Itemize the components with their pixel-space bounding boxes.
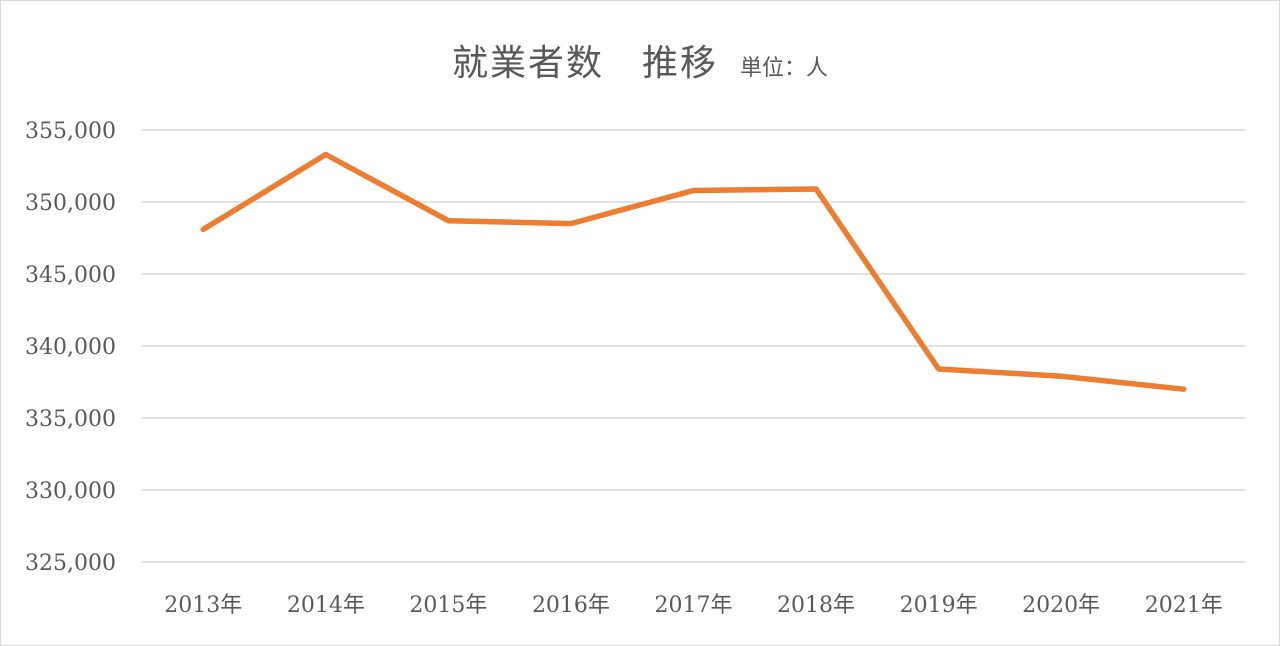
y-tick-label: 325,000 [25,551,116,576]
chart-title: 就業者数 推移 [451,43,718,84]
unit-label: 単位：人 [740,56,829,81]
x-axis-ticks: 2013年 2014年 2015年 2016年 2017年 2018年 2019年 2020年… [164,593,1222,618]
x-tick-label: 2021年 [1145,593,1223,618]
data-point [936,366,942,372]
data-point [568,221,574,227]
x-tick-label: 2020年 [1022,593,1100,618]
y-tick-label: 335,000 [25,407,116,432]
x-tick-label: 2019年 [900,593,978,618]
x-tick-label: 2013年 [164,593,242,618]
y-tick-label: 355,000 [25,119,116,144]
series-layer [200,151,1187,392]
data-point [1058,373,1064,379]
x-tick-label: 2016年 [532,593,610,618]
data-point [323,151,329,157]
x-tick-label: 2014年 [287,593,365,618]
data-point [200,226,206,232]
data-point [1181,386,1187,392]
chart-title-block: 就業者数 推移 単位：人 [0,34,1280,86]
x-tick-label: 2015年 [409,593,487,618]
y-tick-label: 350,000 [25,191,116,216]
data-point [445,218,451,224]
y-tick-label: 330,000 [25,479,116,504]
gridlines [142,129,1245,563]
x-tick-label: 2018年 [777,593,855,618]
y-tick-label: 340,000 [25,335,116,360]
y-tick-label: 345,000 [25,263,116,288]
x-tick-label: 2017年 [655,593,733,618]
data-point [813,186,819,192]
data-point [691,187,696,193]
y-axis-ticks: 325,000 330,000 335,000 340,000 345,000 350,0… [25,119,116,576]
